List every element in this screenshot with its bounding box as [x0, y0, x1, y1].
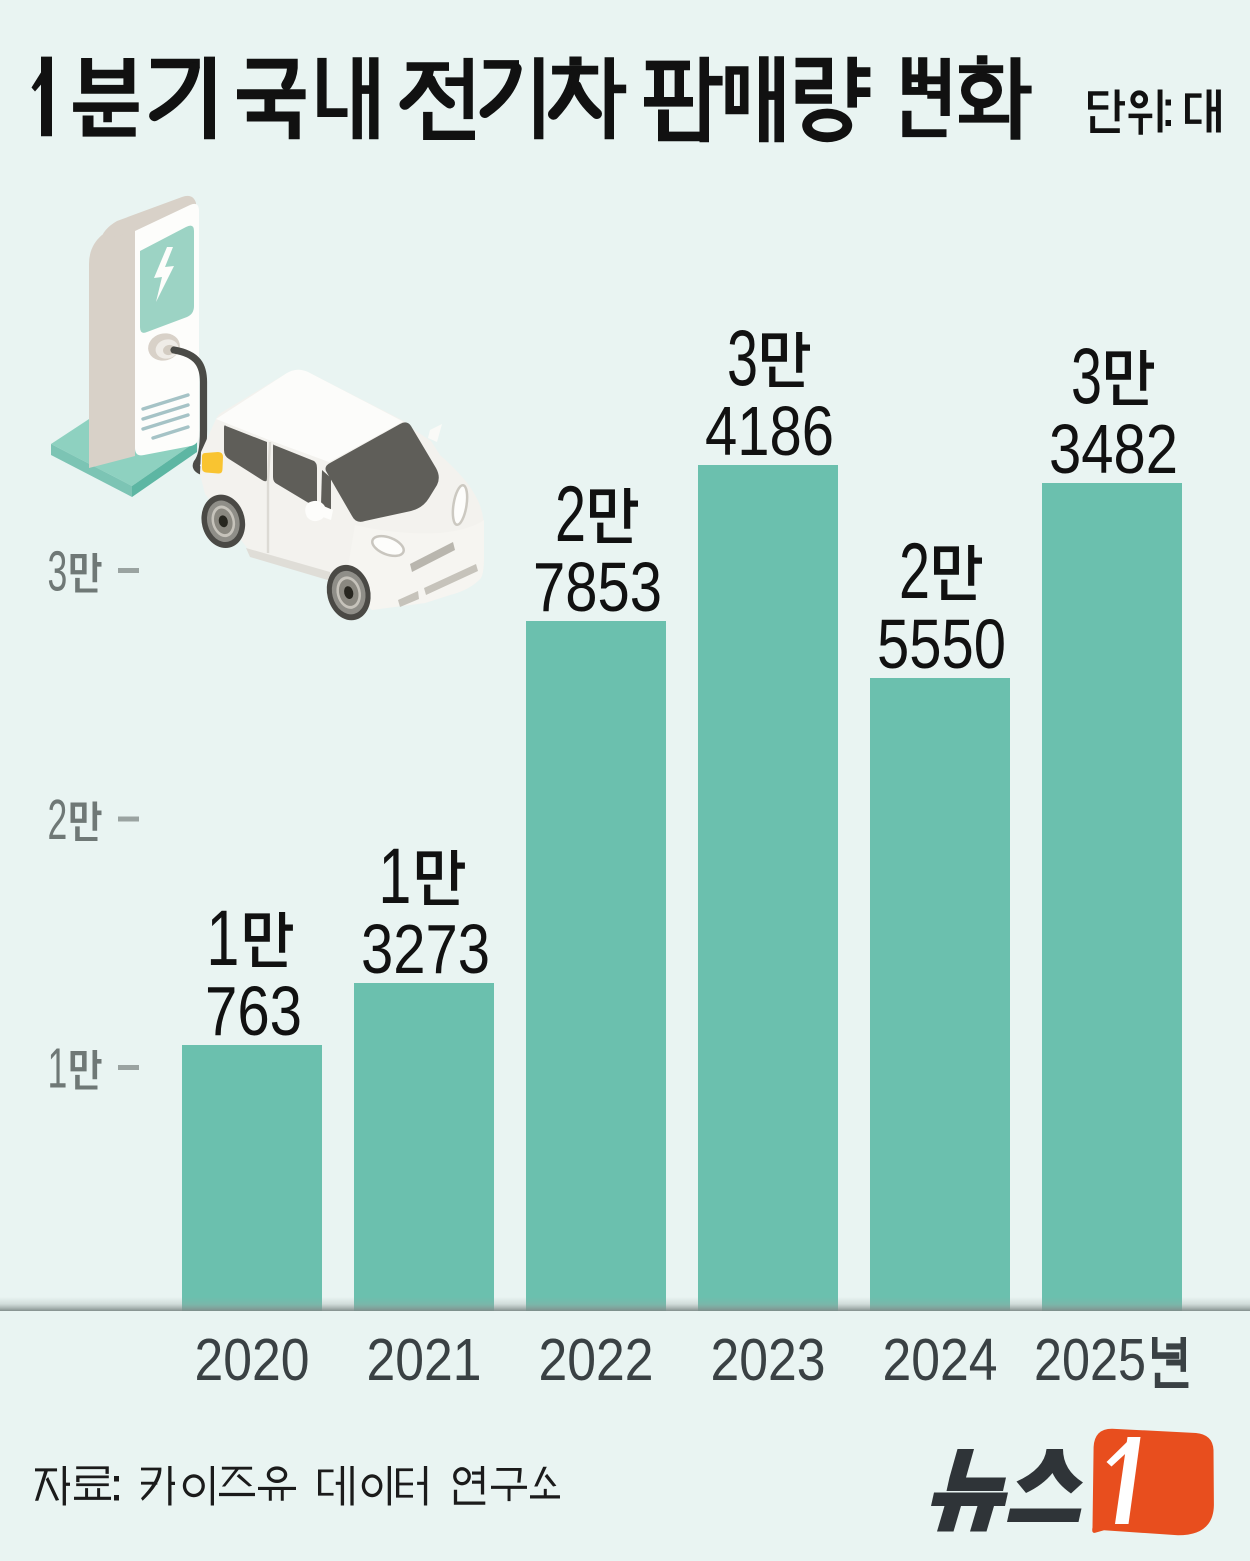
svg-text:1: 1: [378, 832, 411, 920]
svg-text:2: 2: [48, 788, 68, 851]
svg-text:7853: 7853: [533, 548, 662, 626]
svg-text:1: 1: [206, 894, 239, 982]
svg-text:2021: 2021: [367, 1326, 482, 1393]
svg-text:4186: 4186: [705, 392, 834, 470]
svg-text:5550: 5550: [877, 605, 1006, 683]
svg-text:3482: 3482: [1049, 410, 1178, 488]
svg-text:3: 3: [48, 540, 68, 603]
svg-text:2023: 2023: [711, 1326, 826, 1393]
svg-text:2020: 2020: [195, 1326, 310, 1393]
svg-text:2024: 2024: [883, 1326, 998, 1393]
svg-text:3273: 3273: [361, 910, 490, 988]
svg-text:3: 3: [727, 314, 758, 402]
svg-text:2022: 2022: [539, 1326, 654, 1393]
svg-text:1: 1: [48, 1037, 68, 1100]
svg-text:763: 763: [205, 972, 302, 1050]
svg-text:2: 2: [899, 527, 930, 615]
svg-text:2025: 2025: [1034, 1326, 1146, 1393]
svg-text:2: 2: [555, 470, 586, 558]
svg-text:3: 3: [1071, 332, 1102, 420]
